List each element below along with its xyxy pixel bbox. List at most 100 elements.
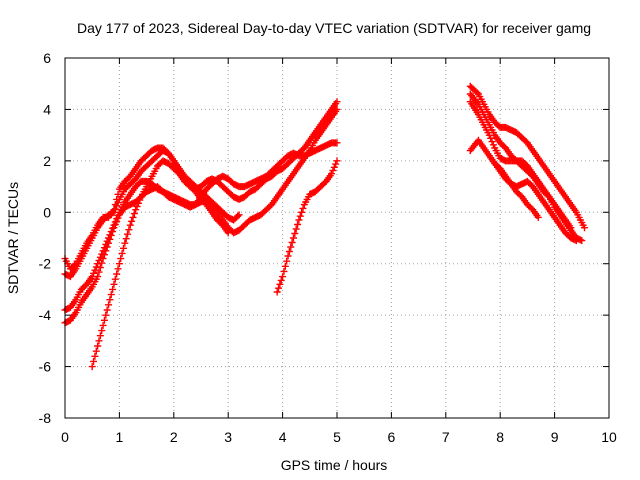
- data-point: [96, 253, 104, 261]
- data-point: [279, 273, 287, 281]
- data-point: [473, 89, 481, 97]
- data-point: [133, 203, 141, 210]
- data-point: [487, 134, 495, 142]
- data-point: [122, 235, 130, 243]
- data-point: [113, 202, 121, 210]
- data-point: [114, 265, 122, 273]
- data-point: [489, 141, 497, 149]
- data-point: [100, 244, 108, 252]
- data-point: [106, 296, 114, 304]
- data-point: [111, 275, 119, 283]
- data-point: [289, 234, 297, 242]
- data-point: [114, 212, 122, 219]
- data-point: [98, 250, 106, 258]
- x-tick-label: 0: [61, 429, 69, 445]
- data-point: [110, 280, 118, 288]
- x-tick-label: 9: [551, 429, 559, 445]
- y-tick-label: 0: [43, 204, 51, 220]
- plot-area: [61, 82, 589, 371]
- data-point: [99, 247, 107, 255]
- y-tick-label: -8: [39, 410, 52, 426]
- data-point: [105, 234, 113, 242]
- y-tick-label: 4: [43, 101, 51, 117]
- data-point: [488, 138, 496, 146]
- data-point: [284, 252, 292, 260]
- data-point: [292, 225, 300, 233]
- data-point: [110, 221, 118, 229]
- data-point: [280, 267, 288, 275]
- data-point: [125, 226, 133, 234]
- data-point: [277, 276, 285, 284]
- data-point: [90, 357, 98, 365]
- chart-title: Day 177 of 2023, Sidereal Day-to-day VTE…: [77, 20, 591, 36]
- data-point: [273, 288, 281, 296]
- tick-labels: 0 1 2 3 4 5 6 7 8 9 10 -8 -6 -4 -2 0 2 4 6: [39, 50, 617, 445]
- data-point: [124, 230, 132, 238]
- data-point: [285, 248, 293, 255]
- data-point: [128, 217, 136, 225]
- series-track-11: [491, 159, 542, 221]
- data-point: [132, 206, 140, 214]
- data-point: [235, 211, 243, 219]
- data-point: [534, 213, 542, 221]
- data-point: [130, 210, 138, 218]
- data-point: [88, 363, 96, 371]
- data-point: [276, 280, 284, 288]
- data-point: [88, 273, 96, 281]
- data-point: [109, 224, 117, 232]
- data-point: [107, 228, 115, 236]
- data-point: [328, 170, 336, 178]
- data-point: [102, 240, 110, 248]
- data-point: [572, 237, 580, 245]
- y-tick-label: -6: [39, 359, 52, 375]
- series-track-7: [466, 82, 589, 232]
- data-point: [126, 221, 134, 229]
- data-point: [103, 306, 111, 314]
- data-point: [103, 237, 111, 245]
- y-tick-label: -2: [39, 256, 52, 272]
- data-point: [100, 316, 108, 324]
- data-point: [291, 230, 299, 237]
- data-point: [134, 199, 142, 207]
- data-point: [94, 260, 102, 268]
- x-tick-label: 6: [388, 429, 396, 445]
- data-point: [287, 243, 295, 251]
- data-point: [106, 231, 114, 239]
- y-tick-label: 2: [43, 153, 51, 169]
- data-point: [98, 327, 106, 335]
- data-point: [330, 163, 338, 171]
- data-point: [329, 167, 337, 174]
- y-tick-label: -4: [39, 307, 52, 323]
- data-point: [95, 337, 103, 345]
- data-point: [90, 269, 98, 277]
- data-point: [99, 321, 107, 329]
- data-point: [113, 270, 121, 278]
- data-point: [298, 208, 306, 216]
- data-point: [295, 216, 303, 224]
- series-track-6: [273, 157, 341, 296]
- x-tick-label: 1: [116, 429, 124, 445]
- data-point: [281, 262, 289, 270]
- data-point: [113, 215, 121, 223]
- data-point: [95, 268, 103, 276]
- data-point: [118, 249, 126, 257]
- data-point: [115, 260, 123, 268]
- data-point: [119, 244, 127, 252]
- series-track-9: [466, 98, 575, 232]
- data-point: [94, 342, 102, 350]
- y-axis-label: SDTVAR / TECUs: [5, 182, 21, 294]
- series-track-4: [61, 105, 341, 314]
- data-point: [95, 257, 103, 264]
- data-point: [114, 199, 122, 207]
- data-point: [581, 224, 589, 232]
- data-point: [91, 266, 99, 274]
- data-point: [333, 139, 341, 147]
- data-point: [283, 257, 291, 265]
- data-point: [107, 291, 115, 299]
- data-point: [567, 224, 575, 232]
- data-point: [288, 239, 296, 246]
- data-point: [92, 347, 100, 355]
- x-tick-label: 7: [442, 429, 450, 445]
- data-point: [136, 196, 144, 204]
